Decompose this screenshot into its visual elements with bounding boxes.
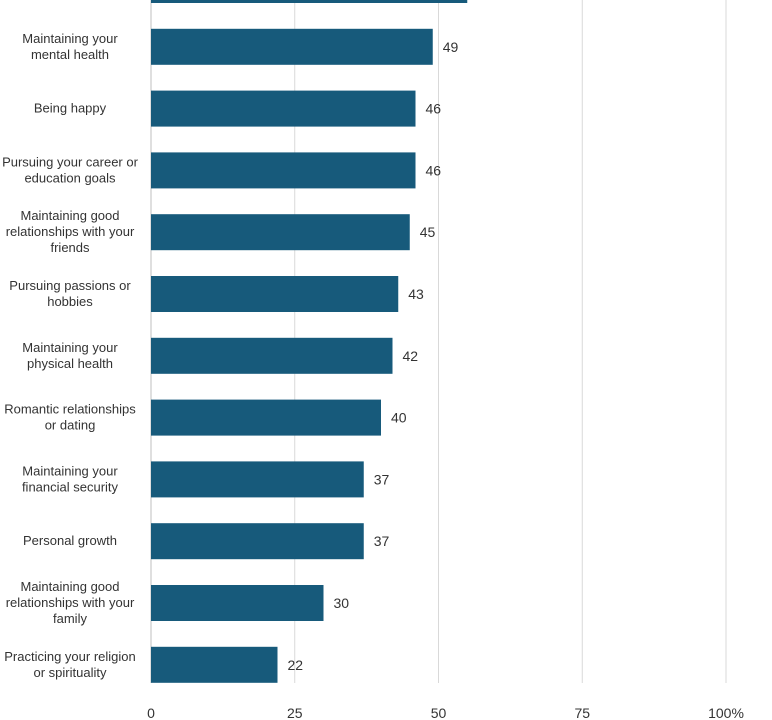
bar xyxy=(151,646,278,683)
category-label: Maintaining your mental health xyxy=(22,31,118,62)
bar xyxy=(151,28,433,65)
x-tick-label: 100% xyxy=(708,705,744,720)
bar xyxy=(151,461,364,498)
bar xyxy=(151,152,416,189)
category-label: Pursuing passions or hobbies xyxy=(9,278,131,309)
category-label: Pursuing your career or education goals xyxy=(2,154,139,185)
bar xyxy=(151,337,393,374)
category-label: Personal growth xyxy=(23,533,117,548)
bar xyxy=(151,90,416,127)
bar-value-label: 37 xyxy=(374,533,390,549)
bar-value-label: 46 xyxy=(426,162,442,178)
label-layer: 49 Maintaining your mental health 46 Being h… xyxy=(2,31,458,680)
bar-value-label: 37 xyxy=(374,471,390,487)
bar xyxy=(151,0,468,3)
bar xyxy=(151,276,399,312)
category-label: Maintaining your financial security xyxy=(22,463,119,494)
bar-value-label: 22 xyxy=(288,657,304,673)
bar xyxy=(151,585,324,621)
bar-value-label: 40 xyxy=(391,410,407,426)
bar-value-label: 49 xyxy=(443,39,459,55)
x-tick-label: 50 xyxy=(431,705,447,720)
category-label: Romantic relationships or dating xyxy=(4,402,136,433)
x-tick-label: 0 xyxy=(147,705,155,720)
bar-value-label: 46 xyxy=(426,101,442,117)
bar xyxy=(151,214,410,251)
category-label: Maintaining good relationships with your f… xyxy=(6,208,135,255)
category-label: Being happy xyxy=(34,101,107,116)
bar xyxy=(151,523,364,560)
x-tick-label: 25 xyxy=(287,705,303,720)
bar-value-label: 42 xyxy=(403,348,419,364)
bar-value-label: 45 xyxy=(420,224,436,240)
category-label: Maintaining your physical health xyxy=(22,340,118,371)
bar-value-label: 30 xyxy=(334,595,350,611)
category-label: Practicing your religion or spirituality xyxy=(4,649,136,680)
category-label: Maintaining good relationships with your f… xyxy=(6,579,135,626)
bar-value-label: 43 xyxy=(408,286,424,302)
tick-layer: 0 25 50 75 100% xyxy=(147,705,744,720)
bar xyxy=(151,399,381,436)
x-tick-label: 75 xyxy=(574,705,590,720)
bar-layer xyxy=(151,0,468,683)
